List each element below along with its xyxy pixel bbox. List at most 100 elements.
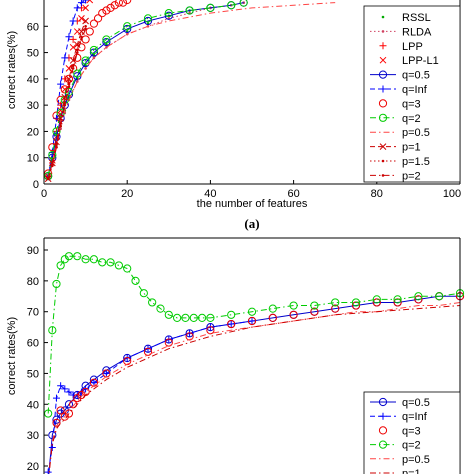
y-tick-label: 30 bbox=[27, 430, 39, 442]
data-point bbox=[52, 127, 61, 136]
legend-entry: p=0.5 bbox=[370, 127, 430, 139]
data-point bbox=[181, 313, 190, 322]
series-p=2 bbox=[46, 27, 87, 181]
data-point bbox=[139, 289, 148, 298]
data-point bbox=[156, 304, 165, 313]
data-point bbox=[102, 6, 111, 15]
data-point bbox=[57, 80, 65, 88]
legend-marker bbox=[381, 30, 385, 33]
data-point bbox=[351, 298, 361, 307]
legend-marker bbox=[379, 85, 387, 93]
legend-label: p=2 bbox=[402, 170, 421, 182]
legend-marker bbox=[378, 99, 388, 108]
data-point bbox=[102, 369, 110, 377]
legend-entry: RLDA bbox=[370, 26, 432, 38]
data-point bbox=[85, 27, 94, 36]
data-point bbox=[75, 51, 79, 54]
data-point bbox=[48, 431, 57, 440]
y-tick-label: 30 bbox=[27, 100, 39, 112]
x-tick-label: 0 bbox=[41, 188, 47, 200]
data-point bbox=[114, 0, 123, 7]
data-point bbox=[78, 15, 85, 22]
legend-marker bbox=[379, 143, 387, 150]
data-point bbox=[71, 67, 75, 70]
legend-label: q=3 bbox=[402, 425, 421, 437]
panel-label-a: (a) bbox=[244, 216, 259, 231]
data-point bbox=[173, 313, 182, 322]
data-point bbox=[65, 33, 73, 41]
series-p=1 bbox=[44, 17, 89, 183]
legend-marker bbox=[378, 113, 388, 122]
x-tick-label: 60 bbox=[287, 188, 299, 200]
data-point bbox=[55, 145, 58, 149]
data-point bbox=[164, 9, 173, 18]
data-point bbox=[64, 252, 74, 261]
data-point bbox=[110, 1, 119, 10]
data-point bbox=[239, 0, 248, 7]
y-tick-label: 80 bbox=[27, 276, 39, 288]
data-point bbox=[143, 347, 153, 356]
data-point bbox=[331, 304, 340, 313]
data-point bbox=[189, 313, 198, 322]
data-point bbox=[164, 11, 173, 20]
data-point bbox=[123, 22, 132, 31]
y-tick-label: 10 bbox=[27, 153, 39, 165]
data-point bbox=[143, 16, 153, 26]
data-point bbox=[310, 301, 319, 310]
data-point bbox=[61, 385, 69, 393]
data-point bbox=[227, 310, 236, 319]
data-point bbox=[71, 64, 75, 68]
data-point bbox=[131, 276, 140, 285]
series-line-p=0.5 bbox=[48, 302, 461, 474]
legend-label: q=Inf bbox=[402, 84, 428, 96]
legend-entry: q=Inf bbox=[370, 84, 428, 96]
series-line-p=1 bbox=[47, 20, 87, 179]
data-point bbox=[86, 0, 94, 4]
x-tick-label: 100 bbox=[443, 188, 461, 200]
data-point bbox=[61, 75, 69, 83]
legend-label: LPP bbox=[402, 41, 423, 53]
data-point bbox=[331, 298, 340, 307]
data-point bbox=[206, 3, 215, 12]
data-point bbox=[164, 310, 173, 319]
data-point bbox=[69, 43, 77, 51]
series-line-p=2 bbox=[47, 28, 87, 179]
data-point bbox=[46, 177, 50, 181]
data-point bbox=[67, 85, 71, 89]
legend-label: q=Inf bbox=[402, 411, 428, 423]
legend-label: p=1.5 bbox=[402, 156, 430, 168]
legend-entry: LPP-L1 bbox=[379, 55, 439, 67]
legend-entry: LPP bbox=[379, 41, 423, 53]
data-point bbox=[247, 307, 257, 316]
legend-entry: p=0.5 bbox=[370, 454, 430, 466]
y-tick-label: 20 bbox=[27, 126, 39, 138]
series-line-p=1.5 bbox=[47, 26, 87, 179]
data-point bbox=[81, 56, 90, 65]
data-point bbox=[227, 320, 235, 328]
legend-label: RSSL bbox=[402, 12, 431, 24]
legend-label: LPP-L1 bbox=[402, 55, 439, 67]
x-ticks-a: 0 20 40 60 80 100 bbox=[41, 180, 461, 200]
data-point bbox=[56, 261, 65, 270]
data-point bbox=[80, 38, 83, 41]
data-point bbox=[106, 3, 115, 12]
data-point bbox=[123, 353, 132, 363]
data-point bbox=[98, 9, 107, 18]
data-point bbox=[64, 74, 74, 83]
series-p=0.5 bbox=[47, 2, 336, 179]
data-point bbox=[102, 35, 111, 44]
data-point bbox=[148, 298, 157, 307]
data-point bbox=[114, 261, 123, 270]
data-point bbox=[44, 409, 53, 418]
data-point bbox=[81, 255, 90, 264]
legend-a: RSSL RLDA LPP LPP-L1 q=0.5 q=Inf q=3 q=2 p=0.5 p=… bbox=[363, 5, 461, 183]
series-line-q=2 bbox=[47, 255, 461, 414]
legend-marker bbox=[378, 70, 388, 79]
legend-label: p=1 bbox=[402, 468, 421, 474]
y-axis-label-b: correct rates(%) bbox=[6, 317, 18, 395]
legend-label: q=0.5 bbox=[402, 70, 430, 82]
series-group-b bbox=[44, 252, 465, 474]
data-point bbox=[52, 394, 60, 402]
data-point bbox=[185, 329, 194, 338]
